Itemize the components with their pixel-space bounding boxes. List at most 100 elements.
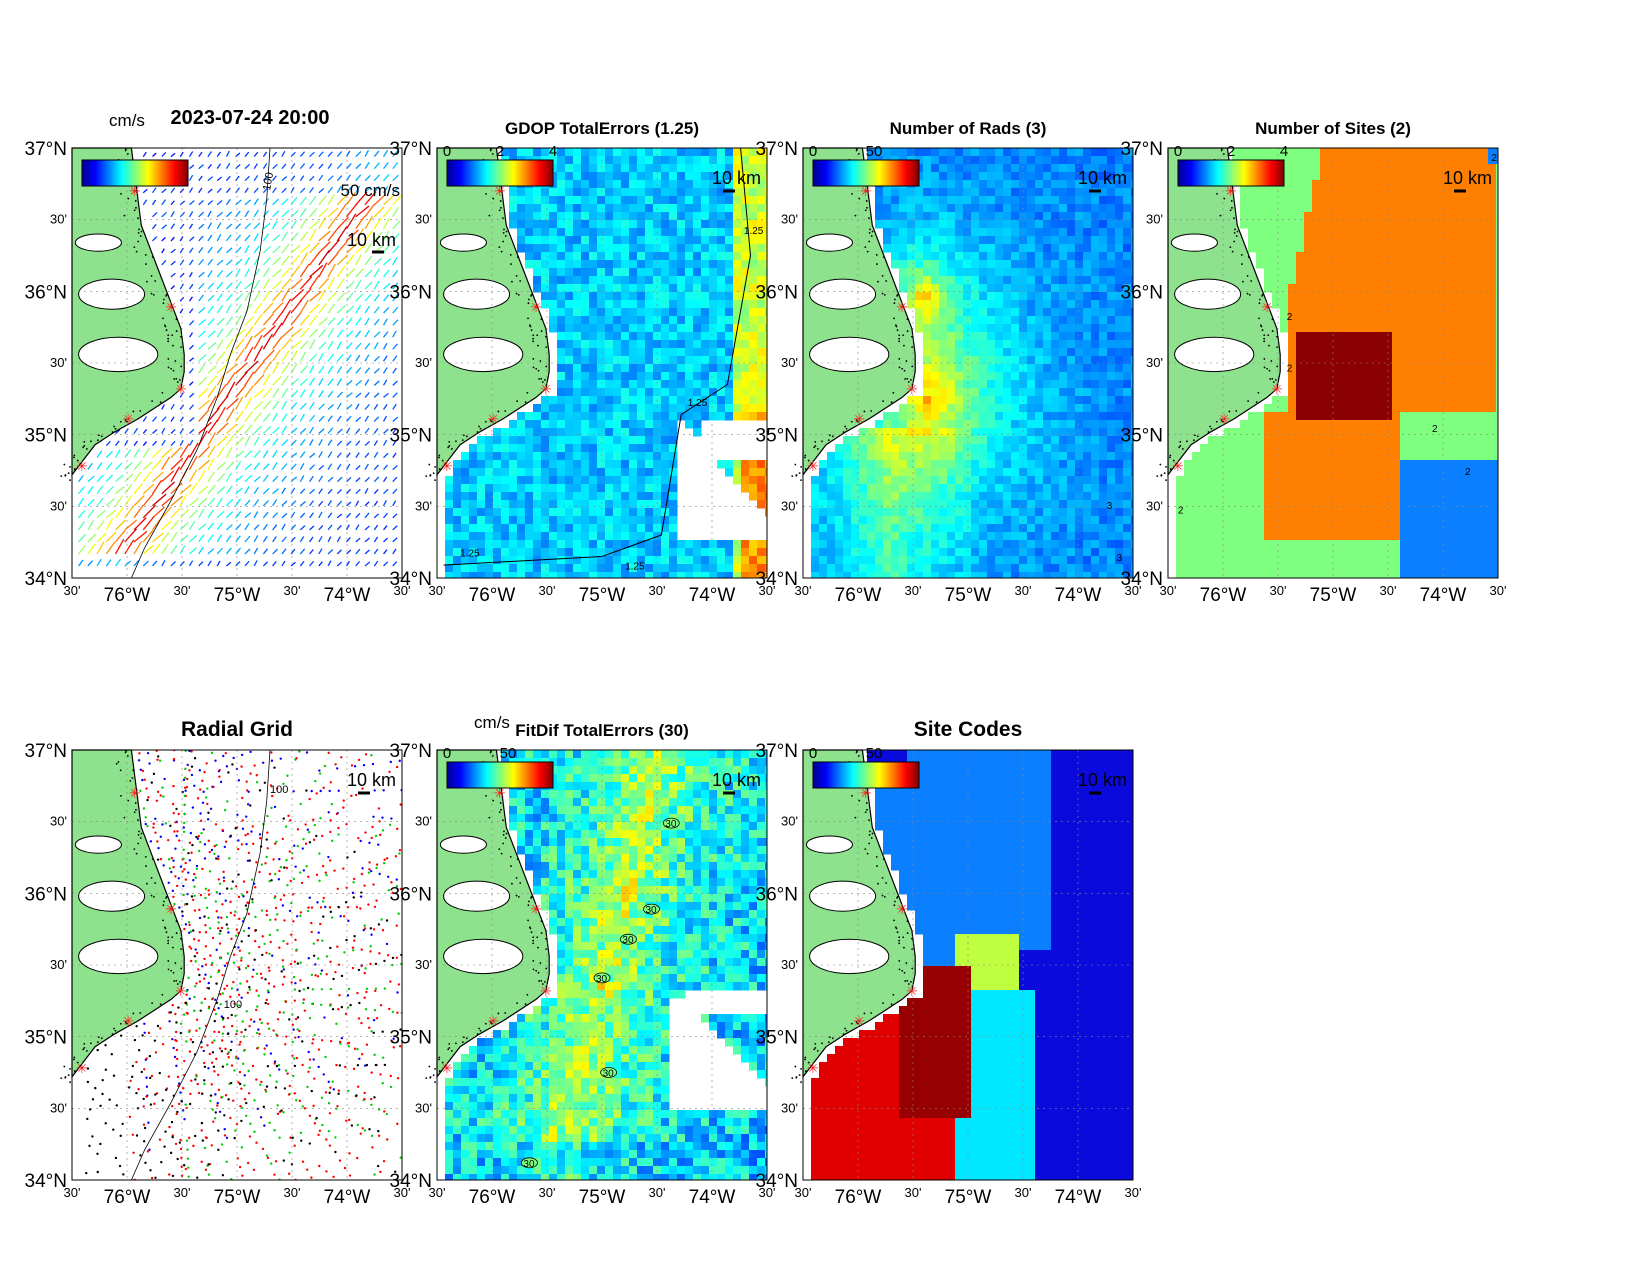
- panel-rads: 33✳✳✳✳✳37°N30'36°N30'35°N30'34°N30' 76°W 3…: [756, 119, 1142, 606]
- scale-bar-label: 10 km: [1078, 168, 1127, 188]
- lat-tick-label: 34°N: [390, 569, 432, 590]
- scale-bar-label: 10 km: [347, 230, 396, 250]
- contour-label: 30: [603, 1069, 615, 1080]
- coastline: [436, 147, 550, 477]
- lat-tick-label: 30': [50, 212, 67, 227]
- hf-radar-site-marker: ✳: [494, 785, 506, 801]
- colorbar: [446, 159, 554, 187]
- lon-tick-label: 30': [905, 1185, 922, 1200]
- radial-grid-points: [85, 750, 402, 1180]
- hf-radar-site-marker: ✳: [1218, 411, 1230, 427]
- coastline: [436, 749, 550, 1079]
- colorbar-tick-label: 0: [809, 143, 817, 160]
- hf-radar-site-marker: ✳: [175, 983, 187, 999]
- lon-tick-label: 30': [284, 583, 301, 598]
- isobath-label: 100: [261, 171, 276, 191]
- scale-bar-label: 10 km: [1078, 770, 1127, 790]
- sound-water: [443, 336, 524, 373]
- hf-radar-site-marker: ✳: [175, 381, 187, 397]
- hf-radar-site-marker: ✳: [76, 458, 88, 474]
- hf-radar-site-marker: ✳: [122, 411, 134, 427]
- lat-tick-label: 35°N: [756, 1028, 798, 1049]
- hf-radar-site-marker: ✳: [1271, 381, 1283, 397]
- colorbar-tick-label: 4: [549, 143, 557, 160]
- raster-field: [445, 148, 767, 578]
- lat-tick-label: 30': [50, 498, 67, 513]
- scale-bar-label: 10 km: [712, 770, 761, 790]
- panel-gdop: 1.25 1.25 1.25 1.25 ✳ ✳ ✳ ✳ ✳ 37°N 30' 36°N 30' 35°N 3…: [390, 119, 776, 606]
- lat-tick-label: 34°N: [756, 569, 798, 590]
- sound-water: [443, 938, 524, 975]
- sound-water: [805, 233, 854, 252]
- lat-tick-label: 35°N: [390, 426, 432, 447]
- lat-tick-label: 30': [415, 957, 432, 972]
- contour-label: 2: [1432, 424, 1438, 435]
- isobath-label: 100: [270, 784, 288, 796]
- lat-tick-label: 30': [50, 355, 67, 370]
- hf-radar-site-marker: ✳: [530, 901, 542, 917]
- lon-tick-label: 30': [905, 583, 922, 598]
- colorbar-tick-label: 0: [1174, 143, 1182, 160]
- hf-radar-site-marker: ✳: [1261, 299, 1273, 315]
- lat-tick-label: 30': [1146, 212, 1163, 227]
- lat-tick-label: 36°N: [1121, 282, 1163, 303]
- colorbar-unit: cm/s: [474, 713, 510, 732]
- hf-radar-site-marker: ✳: [807, 1060, 819, 1076]
- lon-tick-label: 76°W: [835, 585, 882, 606]
- colorbar-tick-label: 50: [866, 745, 883, 762]
- lon-tick-label: 30': [174, 583, 191, 598]
- lat-tick-label: 30': [781, 212, 798, 227]
- scale-bar-label: 10 km: [712, 168, 761, 188]
- hf-radar-site-marker: ✳: [165, 901, 177, 917]
- lon-tick-label: 75°W: [945, 1187, 992, 1208]
- lon-tick-label: 30': [429, 583, 446, 598]
- sound-water: [1170, 233, 1219, 252]
- colorbar-tick-label: 0: [443, 143, 451, 160]
- lat-tick-label: 37°N: [756, 741, 798, 762]
- lat-tick-label: 37°N: [1121, 139, 1163, 160]
- lat-tick-label: 37°N: [390, 741, 432, 762]
- colorbar: [81, 159, 189, 187]
- axes-frame: [436, 147, 768, 579]
- hf-radar-site-marker: ✳: [853, 411, 865, 427]
- lon-tick-label: 75°W: [579, 1187, 626, 1208]
- lon-tick-label: 76°W: [104, 1187, 151, 1208]
- panel-sitecodes: ✳✳✳✳✳37°N30'36°N30'35°N30'34°N30' 76°W 30'…: [756, 718, 1142, 1208]
- figure-timestamp: 2023-07-24 20:00: [170, 107, 329, 129]
- scale-bar-label: 10 km: [1443, 168, 1492, 188]
- axes-frame: [71, 749, 403, 1181]
- lon-tick-label: 30': [1015, 1185, 1032, 1200]
- axes-frame: [802, 147, 1134, 579]
- contour-label: 30: [665, 819, 677, 830]
- sound-water: [439, 835, 487, 854]
- lat-tick-label: 37°N: [756, 139, 798, 160]
- hf-radar-site-marker: ✳: [122, 1013, 134, 1029]
- contour-label: 30: [523, 1159, 535, 1170]
- lon-tick-label: 30': [394, 1185, 411, 1200]
- lat-tick-label: 35°N: [390, 1028, 432, 1049]
- lon-tick-label: 74°W: [1055, 585, 1102, 606]
- contour-label: 30: [622, 935, 634, 946]
- lat-tick-label: 36°N: [756, 282, 798, 303]
- sound-water: [74, 835, 123, 854]
- lon-tick-label: 30': [1380, 583, 1397, 598]
- lon-tick-label: 76°W: [1200, 585, 1247, 606]
- hf-radar-site-marker: ✳: [441, 458, 453, 474]
- panel-title: Number of Sites (2): [1255, 119, 1411, 138]
- lon-tick-label: 30': [64, 1185, 81, 1200]
- lat-tick-label: 35°N: [25, 426, 67, 447]
- hf-radar-site-marker: ✳: [487, 411, 499, 427]
- hf-radar-site-marker: ✳: [487, 1013, 499, 1029]
- lon-tick-label: 75°W: [945, 585, 992, 606]
- colorbar-tick-label: 4: [1280, 143, 1288, 160]
- panel-currents: 100 50 cm/s✳✳✳✳✳37°N30'36°N30'35°N30'34°N…: [25, 111, 411, 606]
- sound-water: [78, 336, 159, 373]
- contour-label: 1.25: [460, 549, 480, 560]
- lat-tick-label: 30': [415, 212, 432, 227]
- hf-radar-site-marker: ✳: [129, 785, 141, 801]
- hf-radar-site-marker: ✳: [540, 381, 552, 397]
- lat-tick-label: 36°N: [756, 884, 798, 905]
- lat-tick-label: 34°N: [25, 1171, 67, 1192]
- lon-tick-label: 75°W: [214, 585, 261, 606]
